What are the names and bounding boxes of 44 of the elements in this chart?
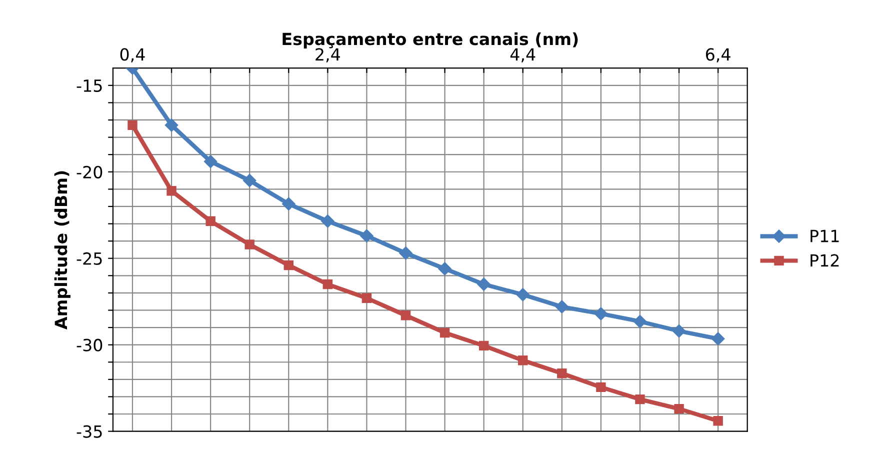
legend-label: P12 (810, 254, 839, 267)
y-tick-label: -20 (76, 166, 102, 178)
y-tick-label: -15 (76, 80, 102, 92)
point (243, 174, 256, 188)
x-tick-label: 4,4 (510, 48, 536, 62)
point (362, 293, 372, 303)
point (596, 382, 606, 392)
point (321, 214, 334, 228)
point (282, 197, 296, 210)
legend-label: P11 (810, 230, 839, 242)
point (635, 394, 645, 404)
point (164, 118, 178, 132)
y-tick-label: -30 (76, 338, 102, 352)
x-axis-title: Espaçamento entre canais (nm) (282, 32, 578, 48)
y-tick-label: -35 (76, 425, 102, 438)
point (555, 300, 568, 314)
point (672, 324, 686, 338)
point (674, 404, 684, 414)
point (244, 240, 254, 250)
point (594, 307, 608, 320)
point (557, 368, 567, 378)
point (633, 314, 647, 328)
point (477, 278, 490, 291)
point (128, 120, 138, 130)
point (478, 340, 489, 351)
x-tick-label: 6,4 (706, 48, 730, 62)
point (711, 332, 725, 346)
y-tick-label: -25 (76, 252, 102, 265)
point (440, 328, 450, 338)
point (206, 216, 216, 226)
point (438, 262, 452, 276)
point (322, 279, 333, 290)
point (360, 229, 374, 242)
point (713, 416, 723, 426)
point (284, 260, 294, 270)
x-tick-label: 2,4 (316, 48, 340, 62)
point (516, 288, 530, 302)
point (400, 310, 411, 320)
point (518, 356, 528, 366)
y-axis-title: Amplitude (dBm) (54, 171, 70, 330)
x-tick-label: 0,4 (120, 48, 145, 62)
point (166, 186, 176, 196)
point (399, 246, 412, 260)
point (204, 154, 218, 168)
